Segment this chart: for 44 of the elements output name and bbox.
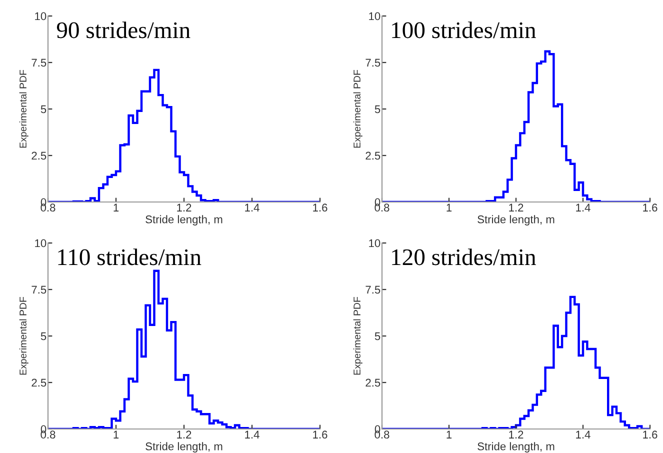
x-axis-title: Stride length, m: [478, 442, 554, 452]
y-axis-title: Experimental PDF: [353, 296, 362, 375]
chart-title: 120 strides/min: [392, 248, 536, 266]
x-tick-label: 1.2: [509, 204, 524, 212]
y-tick-label: 5: [40, 332, 46, 340]
y-tick-label: 10: [35, 239, 46, 248]
y-tick-label: 7.5: [32, 58, 46, 67]
y-tick-label: 2.5: [366, 152, 380, 160]
y-tick-label: 5: [374, 332, 380, 340]
y-tick-label: 7.5: [366, 286, 380, 294]
x-tick-label: 1.6: [313, 204, 328, 212]
x-tick-label: 1.2: [177, 204, 192, 212]
x-tick-label: 1: [446, 430, 452, 438]
y-tick-label: 5: [40, 105, 46, 114]
y-axis-title: Experimental PDF: [353, 70, 362, 148]
x-axis-title: Stride length, m: [146, 442, 222, 452]
y-axis-title: Experimental PDF: [19, 70, 28, 148]
y-tick-label: 10: [369, 239, 380, 248]
y-axis-title: Experimental PDF: [19, 296, 28, 375]
x-tick-label: 1.6: [313, 430, 328, 439]
y-tick-label: 10: [369, 12, 380, 20]
x-tick-label: 1.6: [643, 204, 658, 212]
x-tick-label: 1.4: [576, 204, 590, 212]
x-tick-label: 1.2: [509, 430, 524, 438]
x-tick-label: 1.2: [177, 430, 192, 438]
chart-title: 110 strides/min: [58, 248, 202, 266]
x-tick-label: 1: [114, 430, 119, 438]
x-tick-label: 1.6: [643, 430, 658, 439]
x-axis-title: Stride length, m: [478, 215, 554, 226]
chart-title: 90 strides/min: [56, 22, 190, 38]
y-tick-label: 10: [35, 12, 46, 20]
y-tick-label: 7.5: [366, 58, 380, 67]
x-tick-label: 1.4: [245, 204, 260, 212]
x-axis-title: Stride length, m: [146, 215, 222, 226]
y-tick-label: 7.5: [32, 286, 46, 294]
y-tick-label: 2.5: [32, 378, 46, 387]
y-tick-label: 2.5: [366, 378, 380, 387]
chart-title: 100 strides/min: [392, 22, 536, 38]
x-tick-label: 1.4: [245, 430, 260, 438]
x-tick-label: 1.4: [576, 430, 590, 438]
x-tick-label: 1: [114, 204, 119, 212]
y-tick-label: 5: [374, 105, 380, 114]
x-tick-label: 1: [446, 204, 452, 212]
y-tick-label: 2.5: [32, 152, 46, 160]
